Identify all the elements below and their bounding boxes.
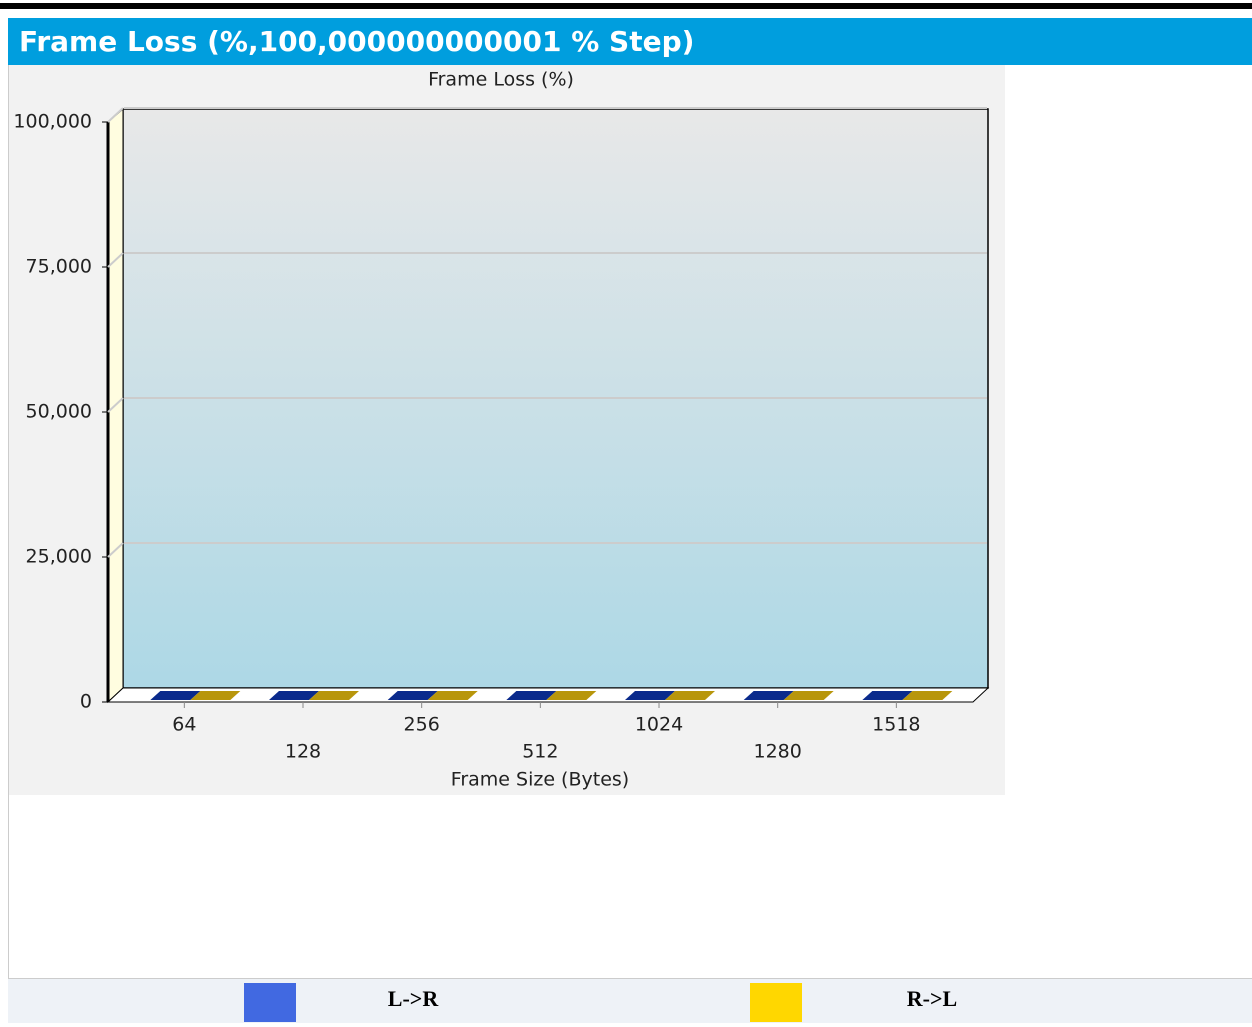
x-axis-title: Frame Size (Bytes) bbox=[451, 769, 629, 791]
top-bar bbox=[0, 3, 1252, 9]
y-tick-label: 75,000 bbox=[26, 256, 92, 278]
y-tick-label: 25,000 bbox=[26, 546, 92, 568]
x-tick-label: 1024 bbox=[635, 714, 683, 736]
bar bbox=[743, 691, 794, 700]
chart-title: Frame Loss (%) bbox=[428, 69, 574, 91]
bar bbox=[625, 691, 676, 700]
bar bbox=[862, 691, 913, 700]
y-tick-label: 50,000 bbox=[26, 401, 92, 423]
bar bbox=[269, 691, 320, 700]
grid-line bbox=[107, 542, 124, 558]
x-tick-label: 512 bbox=[522, 741, 558, 763]
bar bbox=[665, 691, 716, 700]
y-tick-label: 100,000 bbox=[13, 111, 92, 133]
legend-swatch bbox=[244, 983, 296, 1022]
bar bbox=[150, 691, 201, 700]
legend-label: L->R bbox=[388, 986, 440, 1011]
header-title: Frame Loss (%,100,000000000001 % Step) bbox=[19, 25, 694, 58]
bar bbox=[190, 691, 241, 700]
bar bbox=[427, 691, 478, 700]
legend-label: R->L bbox=[907, 986, 957, 1011]
grid-line bbox=[107, 252, 124, 268]
bar bbox=[309, 691, 360, 700]
header-band bbox=[8, 18, 1252, 65]
x-tick-label: 1280 bbox=[754, 741, 802, 763]
legend-swatch bbox=[750, 983, 802, 1022]
x-tick-label: 64 bbox=[172, 714, 196, 736]
y-tick-label: 0 bbox=[80, 691, 92, 713]
bar bbox=[783, 691, 834, 700]
x-tick-label: 256 bbox=[404, 714, 440, 736]
grid-line bbox=[107, 107, 124, 123]
bar bbox=[387, 691, 438, 700]
grid-line bbox=[107, 397, 124, 413]
x-tick-label: 1518 bbox=[872, 714, 920, 736]
x-tick-label: 128 bbox=[285, 741, 321, 763]
bar bbox=[506, 691, 557, 700]
legend-band bbox=[8, 979, 1252, 1023]
bar bbox=[546, 691, 597, 700]
bar bbox=[902, 691, 953, 700]
